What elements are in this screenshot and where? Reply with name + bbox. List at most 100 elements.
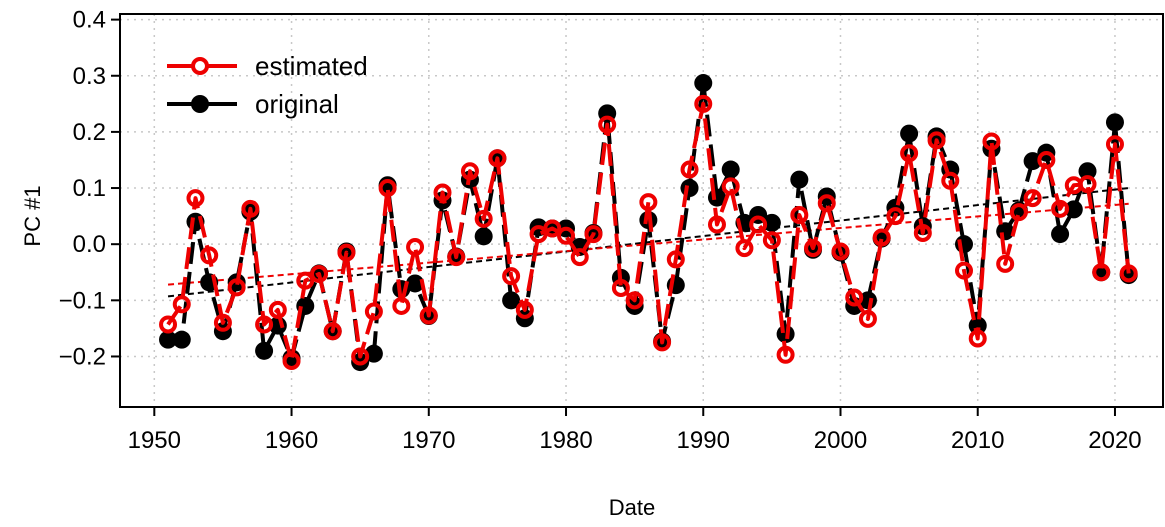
data-point-estimated (460, 162, 479, 181)
data-point-estimated (776, 345, 795, 364)
data-point-estimated (913, 223, 932, 242)
data-point-estimated (447, 248, 466, 267)
data-point-estimated (282, 351, 301, 370)
y-axis-title: PC #1 (20, 185, 45, 246)
trend-lines (167, 187, 1129, 298)
data-point-original (474, 227, 493, 246)
data-point-estimated (323, 322, 342, 341)
data-point-estimated (996, 254, 1015, 273)
data-point-estimated (337, 243, 356, 262)
data-point-estimated (1078, 175, 1097, 194)
data-point-estimated (927, 131, 946, 150)
data-point-original (721, 160, 740, 179)
data-point-estimated (817, 194, 836, 213)
data-point-estimated (762, 231, 781, 250)
data-point-estimated (515, 300, 534, 319)
data-point-original (900, 124, 919, 143)
data-point-estimated (845, 288, 864, 307)
data-point-estimated (502, 267, 521, 286)
data-point-estimated (186, 189, 205, 208)
data-point-estimated (351, 347, 370, 366)
data-point-original (858, 291, 877, 310)
data-point-estimated (639, 193, 658, 212)
data-point-original (680, 179, 699, 198)
data-point-original (996, 222, 1015, 241)
y-tick-label: 0.4 (73, 7, 106, 34)
data-point-estimated (941, 171, 960, 190)
data-point-estimated (598, 115, 617, 134)
data-point-estimated (982, 132, 1001, 151)
data-point-estimated (611, 278, 630, 297)
data-point-original (762, 213, 781, 232)
data-point-estimated (364, 302, 383, 321)
data-point-estimated (680, 160, 699, 179)
data-point-estimated (488, 149, 507, 168)
data-point-estimated (790, 205, 809, 224)
data-point-estimated (433, 183, 452, 202)
y-tick-label: −0.2 (59, 343, 106, 370)
data-point-estimated (255, 315, 274, 334)
data-point-original (955, 235, 974, 254)
data-point-estimated (557, 226, 576, 245)
data-point-estimated (694, 94, 713, 113)
trend-line-original (167, 187, 1129, 298)
data-point-original (502, 291, 521, 310)
x-tick-label: 1960 (265, 427, 318, 454)
data-point-original (364, 344, 383, 363)
legend: estimated original (167, 51, 368, 119)
data-point-estimated (1037, 150, 1056, 169)
data-point-estimated (159, 315, 178, 334)
data-point-estimated (543, 219, 562, 238)
y-tick-label: 0.2 (73, 119, 106, 146)
legend-estimated-marker (191, 57, 209, 75)
data-point-estimated (172, 295, 191, 314)
data-point-original (1023, 152, 1042, 171)
data-point-estimated (378, 179, 397, 198)
x-axis: 1950 1960 1970 1980 1990 2000 2010 2020 (128, 407, 1142, 454)
legend-original-label: original (255, 89, 339, 119)
data-point-original (159, 330, 178, 349)
data-point-estimated (1119, 264, 1138, 283)
data-point-estimated (1105, 135, 1124, 154)
data-point-original (927, 127, 946, 146)
x-tick-label: 2020 (1088, 427, 1141, 454)
data-point-estimated (1023, 189, 1042, 208)
data-point-original (968, 316, 987, 335)
data-point-estimated (570, 248, 589, 267)
data-point-estimated (419, 306, 438, 325)
y-tick-label: 0.0 (73, 231, 106, 258)
legend-original-marker (191, 95, 209, 113)
data-point-estimated (872, 228, 891, 247)
x-tick-label: 1990 (677, 427, 730, 454)
data-point-estimated (296, 271, 315, 290)
y-tick-label: 0.3 (73, 63, 106, 90)
x-tick-label: 2010 (951, 427, 1004, 454)
data-point-original (172, 330, 191, 349)
y-tick-label: −0.1 (59, 287, 106, 314)
data-point-estimated (653, 333, 672, 352)
trend-line-estimated (167, 202, 1129, 286)
data-point-estimated (268, 300, 287, 319)
data-point-estimated (227, 278, 246, 297)
data-point-estimated (666, 250, 685, 269)
data-point-original (790, 170, 809, 189)
x-tick-label: 2000 (814, 427, 867, 454)
data-point-estimated (309, 264, 328, 283)
data-point-estimated (900, 144, 919, 163)
data-series (159, 74, 1138, 372)
data-point-original (776, 325, 795, 344)
data-point-estimated (968, 329, 987, 348)
data-point-estimated (625, 291, 644, 310)
data-point-estimated (858, 309, 877, 328)
data-point-original (255, 341, 274, 360)
legend-estimated-label: estimated (255, 51, 368, 81)
data-point-estimated (831, 242, 850, 261)
data-point-estimated (955, 261, 974, 280)
data-point-estimated (406, 237, 425, 256)
data-point-original (694, 74, 713, 93)
data-point-original (1051, 225, 1070, 244)
data-point-estimated (474, 209, 493, 228)
y-axis: −0.2 −0.1 0.0 0.1 0.2 0.3 0.4 (59, 7, 120, 370)
data-point-estimated (392, 296, 411, 315)
